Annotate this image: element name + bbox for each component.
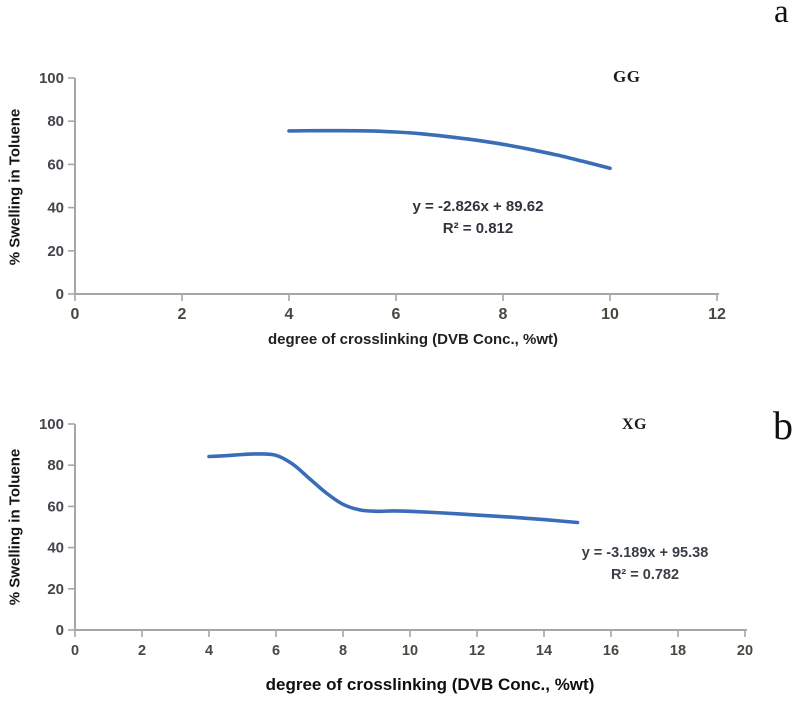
x-axis-title-b: degree of crosslinking (DVB Conc., %wt): [265, 675, 595, 694]
y-axis-title-a: % Swelling in Toluene: [6, 108, 24, 266]
x-tick-label-a: 10: [601, 306, 619, 323]
y-tick-label-b: 100: [39, 416, 64, 433]
x-axis-title-a: degree of crosslinking (DVB Conc., %wt): [267, 331, 559, 348]
series-label-gg: GG: [613, 67, 641, 86]
x-tick-label-b: 6: [272, 643, 280, 659]
y-tick-label-a: 40: [47, 200, 64, 217]
x-tick-label-a: 0: [71, 306, 80, 323]
y-tick-label-b: 40: [47, 540, 64, 557]
y-tick-label-b: 20: [47, 581, 64, 598]
y-tick-label-a: 0: [56, 286, 64, 303]
panel-letter-a: a: [774, 0, 789, 30]
x-tick-label-b: 4: [205, 643, 213, 659]
x-tick-label-b: 0: [71, 643, 79, 659]
x-tick-label-b: 16: [603, 643, 619, 659]
y-tick-label-b: 60: [47, 498, 64, 515]
r-squared-a: R² = 0.812: [442, 220, 514, 237]
series-label-xg: XG: [622, 416, 647, 433]
x-tick-label-b: 20: [737, 643, 753, 659]
x-tick-label-b: 10: [402, 643, 418, 659]
x-tick-label-a: 12: [708, 306, 726, 323]
y-axis-title-b: % Swelling in Toluene: [6, 448, 24, 606]
x-tick-label-b: 14: [536, 643, 552, 659]
x-tick-label-a: 6: [392, 306, 401, 323]
panel-letter-b: b: [773, 403, 793, 448]
y-tick-label-a: 100: [39, 70, 64, 87]
x-tick-label-a: 4: [285, 306, 294, 323]
y-tick-label-a: 20: [47, 243, 64, 260]
equation-block-b: y = -3.189x + 95.38 R² = 0.782: [530, 542, 760, 586]
x-tick-label-a: 8: [499, 306, 508, 323]
series-line-b: [207, 452, 580, 525]
y-tick-label-b: 0: [56, 622, 64, 639]
x-tick-label-b: 12: [469, 643, 485, 659]
x-tick-label-a: 2: [178, 306, 187, 323]
x-tick-label-b: 8: [339, 643, 347, 659]
equation-block-a: y = -2.826x + 89.62 R² = 0.812: [363, 196, 593, 240]
series-line-a: [287, 128, 612, 171]
r-squared-b: R² = 0.782: [610, 567, 680, 583]
equation-b: y = -3.189x + 95.38: [581, 545, 709, 561]
y-tick-label-b: 80: [47, 457, 64, 474]
y-tick-label-a: 80: [47, 113, 64, 130]
x-tick-label-b: 18: [670, 643, 686, 659]
equation-a: y = -2.826x + 89.62: [412, 198, 544, 215]
x-tick-label-b: 2: [138, 643, 146, 659]
y-tick-label-a: 60: [47, 156, 64, 173]
